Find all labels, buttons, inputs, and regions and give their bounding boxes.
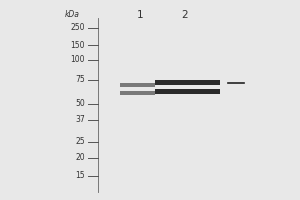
Bar [155,80,220,85]
Bar [120,83,155,87]
Bar [120,91,155,95]
Text: 100: 100 [70,55,85,64]
Text: 75: 75 [75,75,85,84]
Bar [155,89,220,94]
Text: 15: 15 [75,171,85,180]
Text: 20: 20 [75,154,85,162]
Text: 1: 1 [137,10,143,20]
Text: 250: 250 [70,23,85,32]
Text: 37: 37 [75,116,85,124]
Text: 25: 25 [75,138,85,146]
Text: 50: 50 [75,99,85,108]
Text: 2: 2 [182,10,188,20]
Text: 150: 150 [70,40,85,49]
Text: kDa: kDa [64,10,80,19]
